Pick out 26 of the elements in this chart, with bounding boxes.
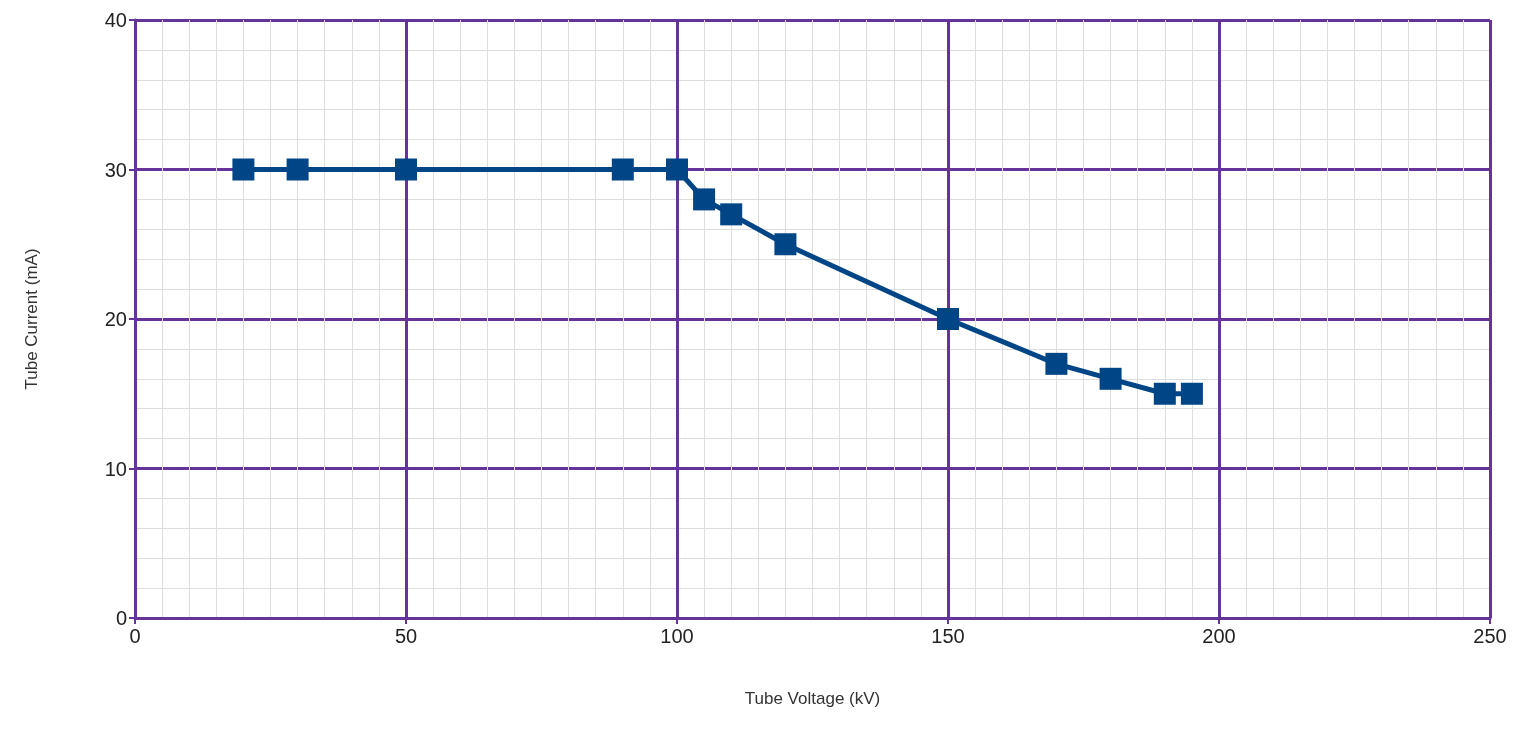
point — [1045, 352, 1068, 375]
x-tick-label: 0 — [129, 625, 141, 647]
point — [720, 203, 743, 226]
x-tick-label: 150 — [931, 625, 965, 647]
point — [693, 188, 716, 211]
x-axis-title: Tube Voltage (kV) — [744, 689, 881, 708]
y-tick-label: 10 — [104, 457, 127, 480]
point — [286, 158, 309, 181]
point — [666, 158, 688, 181]
y-axis-title: Tube Current (mA) — [22, 248, 41, 390]
y-tick-label: 30 — [104, 158, 127, 181]
point — [937, 308, 959, 330]
x-tick-label: 200 — [1202, 625, 1236, 647]
y-tick-label: 20 — [104, 308, 127, 330]
point — [611, 158, 634, 181]
point — [774, 233, 797, 256]
point — [395, 158, 417, 181]
point — [232, 158, 255, 181]
x-tick-label: 250 — [1473, 625, 1507, 647]
y-tick-label: 0 — [115, 607, 127, 629]
point — [1180, 382, 1203, 405]
y-tick-label: 40 — [104, 9, 127, 31]
point — [1099, 367, 1122, 390]
point — [1153, 382, 1176, 405]
x-tick-label: 100 — [660, 625, 694, 647]
x-tick-label: 50 — [394, 625, 418, 647]
